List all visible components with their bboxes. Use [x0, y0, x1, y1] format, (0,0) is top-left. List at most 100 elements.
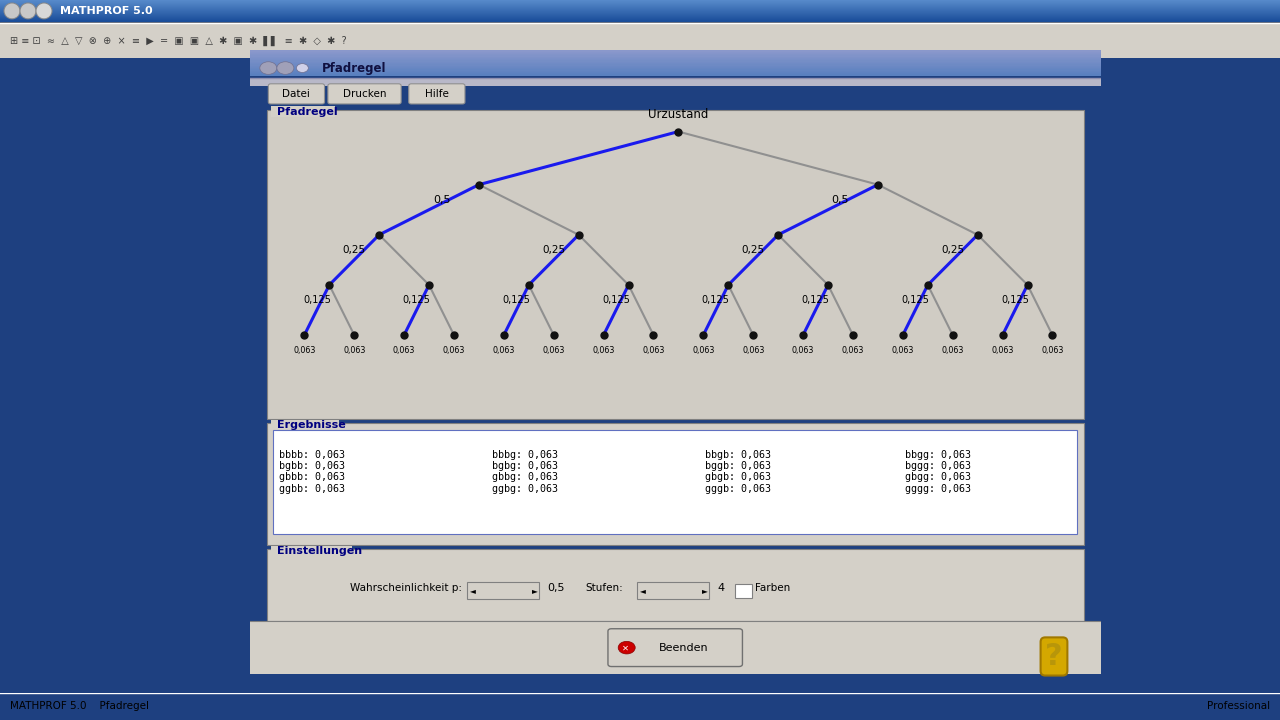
Text: ◄: ◄: [470, 586, 476, 595]
Bar: [266, 423, 1084, 545]
Text: Urzustand: Urzustand: [648, 108, 709, 121]
Circle shape: [260, 62, 276, 74]
Bar: [0, 4, 1280, 5]
Bar: [0, 11, 1280, 12]
Bar: [266, 549, 1084, 621]
Text: 0,063: 0,063: [643, 346, 664, 355]
Text: Professional: Professional: [1207, 701, 1270, 711]
Text: bgbg: 0,063: bgbg: 0,063: [493, 462, 558, 471]
Text: 0,5: 0,5: [832, 195, 849, 205]
Text: 0,063: 0,063: [842, 346, 864, 355]
Text: Stufen:: Stufen:: [586, 583, 623, 593]
Bar: [0, 17, 1280, 18]
Text: gbbb: 0,063: gbbb: 0,063: [279, 472, 346, 482]
Bar: [0, 20, 1280, 21]
Bar: [0, 18, 1280, 19]
Text: 0,25: 0,25: [543, 245, 566, 255]
Text: 0,063: 0,063: [393, 346, 415, 355]
Text: bgbb: 0,063: bgbb: 0,063: [279, 462, 346, 471]
Text: MATHPROF 5.0    Pfadregel: MATHPROF 5.0 Pfadregel: [10, 701, 150, 711]
Text: bggb: 0,063: bggb: 0,063: [705, 462, 771, 471]
Bar: [250, 62, 1101, 63]
Text: 0,25: 0,25: [343, 245, 366, 255]
Text: 0,063: 0,063: [692, 346, 714, 355]
Bar: [250, 78, 1101, 86]
Text: ►: ►: [532, 586, 538, 595]
Text: 0,5: 0,5: [548, 583, 564, 593]
Bar: [0, 19, 1280, 20]
Text: gbbg: 0,063: gbbg: 0,063: [493, 472, 558, 482]
Bar: [0, 3, 1280, 4]
Text: 0,125: 0,125: [303, 295, 330, 305]
Bar: [637, 582, 709, 600]
Text: 0,5: 0,5: [433, 195, 451, 205]
Text: bggg: 0,063: bggg: 0,063: [905, 462, 972, 471]
Bar: [250, 59, 1101, 60]
Bar: [0, 12, 1280, 13]
Bar: [0, 7, 1280, 8]
Bar: [250, 68, 1101, 69]
Bar: [0, 8, 1280, 9]
Text: ◄: ◄: [640, 586, 646, 595]
Text: Hilfe: Hilfe: [425, 89, 449, 99]
Text: ggbb: 0,063: ggbb: 0,063: [279, 484, 346, 494]
Text: 0,063: 0,063: [443, 346, 465, 355]
Circle shape: [276, 62, 294, 74]
Bar: [0, 15, 1280, 16]
Circle shape: [297, 63, 308, 73]
Bar: [0, 1, 1280, 2]
Text: ⊞ ≡ ⊡  ≈  △  ▽  ⊗  ⊕  ×  ≡  ▶  =  ▣  ▣  △  ✱  ▣  ✱  ▌▌  ≡  ✱  ◇  ✱  ?: ⊞ ≡ ⊡ ≈ △ ▽ ⊗ ⊕ × ≡ ▶ = ▣ ▣ △ ✱ ▣ ✱ ▌▌ ≡…: [10, 35, 347, 46]
Bar: [250, 71, 1101, 72]
Text: 0,063: 0,063: [742, 346, 764, 355]
Text: 0,125: 0,125: [403, 295, 430, 305]
Bar: [271, 546, 352, 557]
Bar: [0, 21, 1280, 22]
Text: 0,125: 0,125: [1001, 295, 1029, 305]
Bar: [250, 66, 1101, 67]
Bar: [0, 23, 1280, 58]
Bar: [250, 50, 1101, 52]
Text: ✕: ✕: [622, 643, 630, 652]
Text: 0,063: 0,063: [792, 346, 814, 355]
Circle shape: [20, 3, 36, 19]
Text: Drucken: Drucken: [343, 89, 387, 99]
Circle shape: [618, 642, 635, 654]
Text: Datei: Datei: [283, 89, 310, 99]
Text: gggg: 0,063: gggg: 0,063: [905, 484, 972, 494]
Text: 0,063: 0,063: [593, 346, 614, 355]
Text: Farben: Farben: [755, 583, 791, 593]
Text: bbgg: 0,063: bbgg: 0,063: [905, 450, 972, 460]
Text: gbgb: 0,063: gbgb: 0,063: [705, 472, 771, 482]
Bar: [250, 60, 1101, 62]
Bar: [0, 9, 1280, 10]
Text: Wahrscheinlichkeit p:: Wahrscheinlichkeit p:: [351, 583, 462, 593]
Bar: [250, 74, 1101, 76]
Bar: [0, 5, 1280, 6]
Text: 0,125: 0,125: [901, 295, 929, 305]
Text: 0,063: 0,063: [942, 346, 964, 355]
Bar: [0, 13, 1280, 14]
Text: bbbb: 0,063: bbbb: 0,063: [279, 450, 346, 460]
Text: 0,25: 0,25: [941, 245, 964, 255]
Bar: [250, 64, 1101, 66]
Bar: [735, 584, 751, 598]
Text: ?: ?: [1046, 642, 1062, 671]
Bar: [250, 72, 1101, 73]
Text: bbbg: 0,063: bbbg: 0,063: [493, 450, 558, 460]
Bar: [250, 63, 1101, 64]
Bar: [250, 55, 1101, 57]
Text: 0,063: 0,063: [293, 346, 316, 355]
Text: 4: 4: [718, 583, 724, 593]
FancyBboxPatch shape: [328, 84, 401, 104]
Bar: [250, 67, 1101, 68]
Text: Beenden: Beenden: [659, 643, 709, 652]
Bar: [266, 109, 1084, 419]
Text: ►: ►: [703, 586, 708, 595]
Text: 0,25: 0,25: [741, 245, 764, 255]
Bar: [467, 582, 539, 600]
Text: 0,125: 0,125: [502, 295, 530, 305]
Text: 0,063: 0,063: [543, 346, 564, 355]
Text: ggbg: 0,063: ggbg: 0,063: [493, 484, 558, 494]
Bar: [250, 53, 1101, 54]
Text: MATHPROF 5.0: MATHPROF 5.0: [60, 6, 152, 16]
